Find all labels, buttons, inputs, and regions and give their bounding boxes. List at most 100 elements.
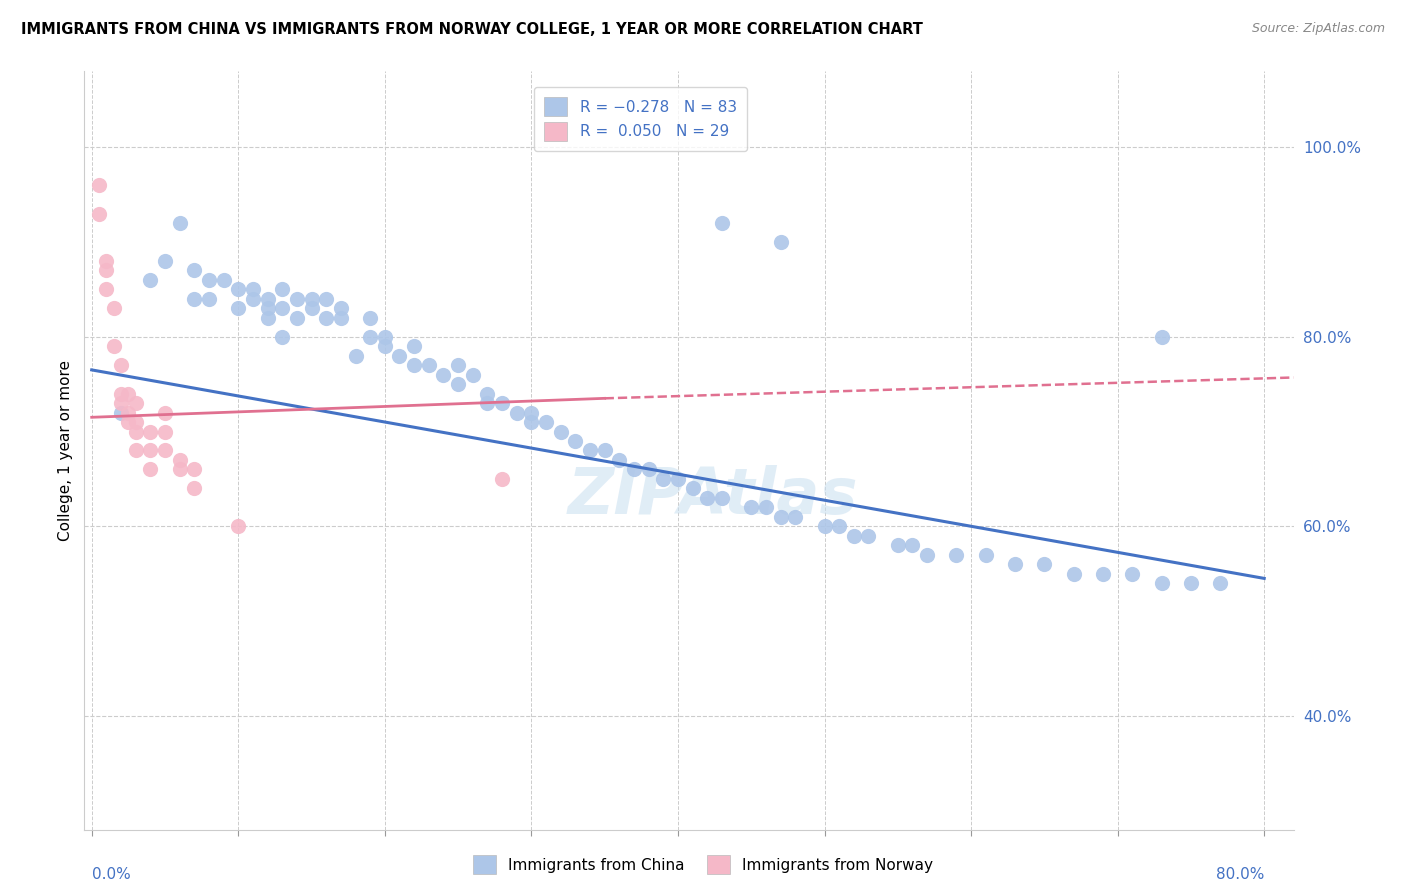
Point	[271, 301, 294, 316]
Point	[710, 216, 733, 230]
Point	[242, 292, 264, 306]
Point	[169, 216, 191, 230]
Point	[153, 425, 176, 439]
Point	[117, 386, 139, 401]
Point	[637, 462, 659, 476]
Point	[103, 301, 125, 316]
Point	[740, 500, 762, 515]
Point	[1063, 566, 1085, 581]
Point	[710, 491, 733, 505]
Point	[564, 434, 586, 448]
Point	[315, 292, 337, 306]
Point	[623, 462, 645, 476]
Point	[226, 282, 249, 296]
Point	[696, 491, 718, 505]
Point	[96, 282, 118, 296]
Y-axis label: College, 1 year or more: College, 1 year or more	[58, 360, 73, 541]
Point	[388, 349, 411, 363]
Text: Source: ZipAtlas.com: Source: ZipAtlas.com	[1251, 22, 1385, 36]
Point	[271, 282, 294, 296]
Point	[183, 462, 205, 476]
Point	[607, 453, 630, 467]
Point	[520, 415, 543, 429]
Point	[1121, 566, 1143, 581]
Point	[183, 482, 205, 496]
Point	[87, 206, 110, 220]
Point	[256, 301, 278, 316]
Point	[139, 462, 162, 476]
Point	[153, 443, 176, 458]
Point	[96, 254, 118, 268]
Point	[329, 301, 352, 316]
Point	[153, 406, 176, 420]
Point	[579, 443, 602, 458]
Point	[315, 310, 337, 325]
Point	[652, 472, 675, 486]
Point	[915, 548, 938, 562]
Text: IMMIGRANTS FROM CHINA VS IMMIGRANTS FROM NORWAY COLLEGE, 1 YEAR OR MORE CORRELAT: IMMIGRANTS FROM CHINA VS IMMIGRANTS FROM…	[21, 22, 922, 37]
Point	[682, 482, 704, 496]
Point	[110, 396, 132, 410]
Point	[404, 339, 426, 353]
Point	[285, 310, 308, 325]
Text: ZIPAtlas: ZIPAtlas	[568, 465, 859, 527]
Point	[901, 538, 924, 552]
Point	[769, 235, 792, 249]
Point	[785, 509, 807, 524]
Point	[1150, 330, 1173, 344]
Point	[169, 462, 191, 476]
Point	[1004, 557, 1026, 572]
Point	[359, 330, 381, 344]
Point	[550, 425, 572, 439]
Point	[183, 263, 205, 277]
Point	[271, 330, 294, 344]
Point	[242, 282, 264, 296]
Point	[520, 406, 543, 420]
Point	[256, 292, 278, 306]
Point	[124, 396, 146, 410]
Point	[198, 292, 221, 306]
Point	[96, 263, 118, 277]
Point	[1091, 566, 1114, 581]
Point	[447, 377, 470, 392]
Point	[534, 415, 557, 429]
Point	[301, 301, 323, 316]
Point	[491, 472, 513, 486]
Point	[447, 358, 470, 372]
Point	[1180, 576, 1202, 591]
Point	[506, 406, 529, 420]
Text: 80.0%: 80.0%	[1216, 868, 1264, 882]
Point	[117, 406, 139, 420]
Point	[1150, 576, 1173, 591]
Point	[103, 339, 125, 353]
Legend: R = −0.278   N = 83, R =  0.050   N = 29: R = −0.278 N = 83, R = 0.050 N = 29	[534, 87, 748, 152]
Point	[256, 310, 278, 325]
Point	[139, 425, 162, 439]
Point	[755, 500, 778, 515]
Point	[858, 529, 880, 543]
Point	[432, 368, 454, 382]
Legend: Immigrants from China, Immigrants from Norway: Immigrants from China, Immigrants from N…	[467, 849, 939, 880]
Point	[226, 301, 249, 316]
Point	[374, 330, 396, 344]
Point	[301, 292, 323, 306]
Point	[124, 425, 146, 439]
Point	[374, 339, 396, 353]
Point	[769, 509, 792, 524]
Point	[477, 396, 499, 410]
Point	[974, 548, 997, 562]
Point	[477, 386, 499, 401]
Point	[153, 254, 176, 268]
Point	[828, 519, 851, 533]
Point	[183, 292, 205, 306]
Point	[593, 443, 616, 458]
Point	[124, 415, 146, 429]
Point	[842, 529, 865, 543]
Point	[212, 273, 235, 287]
Point	[1209, 576, 1232, 591]
Text: 0.0%: 0.0%	[91, 868, 131, 882]
Point	[813, 519, 835, 533]
Point	[461, 368, 484, 382]
Point	[198, 273, 221, 287]
Point	[285, 292, 308, 306]
